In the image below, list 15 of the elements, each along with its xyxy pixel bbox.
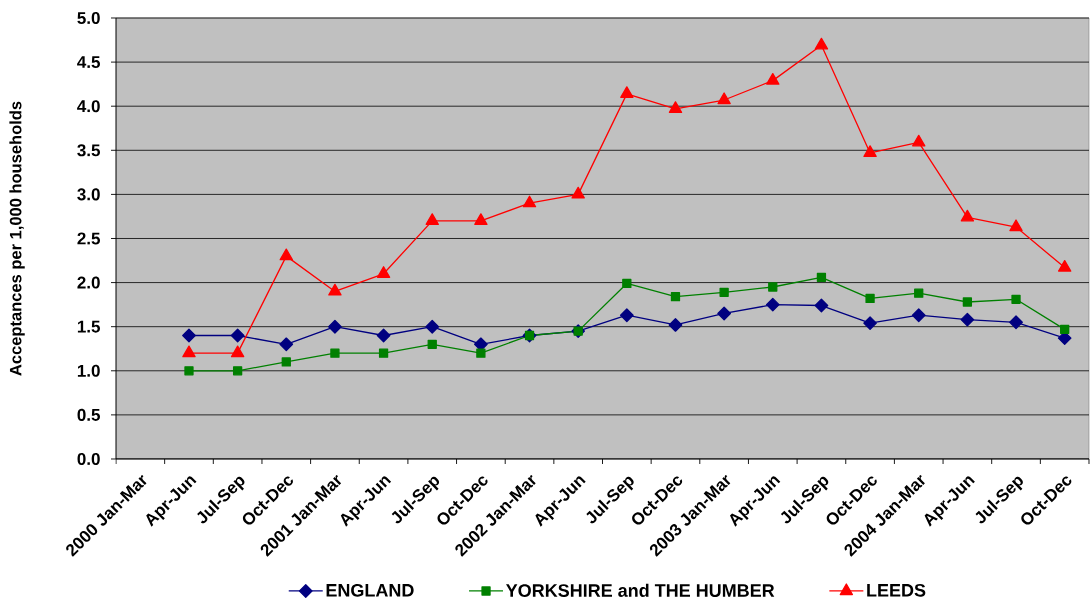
- y-tick-label: 2.5: [77, 232, 101, 245]
- legend-label: LEEDS: [867, 583, 926, 597]
- y-tick-label: 3.5: [77, 144, 101, 157]
- y-tick-label: 4.5: [77, 56, 101, 69]
- y-tick-label: 1.5: [77, 320, 101, 333]
- y-tick-label: 0.5: [77, 408, 101, 421]
- y-tick-label: 2.0: [77, 276, 100, 289]
- y-tick-label: 5.0: [77, 11, 100, 25]
- y-tick-label: 4.0: [77, 100, 100, 113]
- y-tick-label: 1.0: [77, 364, 100, 377]
- y-tick-label: 3.0: [77, 188, 100, 201]
- y-tick-label: 0.0: [77, 452, 100, 466]
- legend-label: ENGLAND: [326, 583, 414, 597]
- legend-label: YORKSHIRE and THE HUMBER: [506, 583, 775, 597]
- y-axis-title: Acceptances per 1,000 households: [9, 101, 25, 376]
